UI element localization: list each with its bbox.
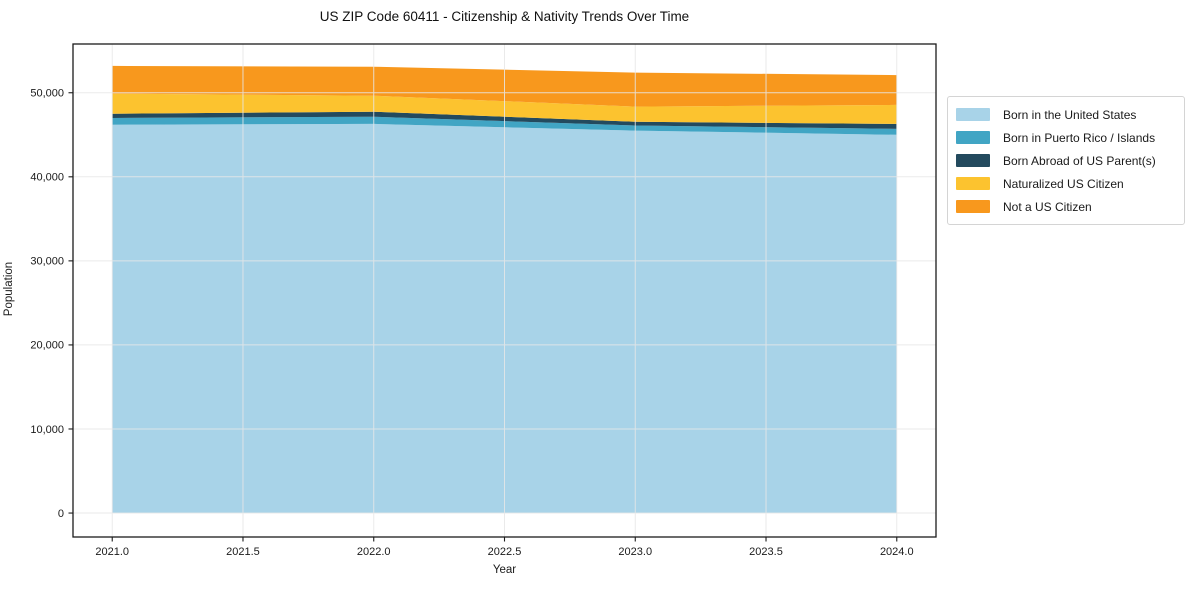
legend-swatch-icon (956, 108, 990, 121)
legend-label: Born in Puerto Rico / Islands (1003, 130, 1156, 145)
legend-item: Not a US Citizen (956, 195, 1176, 218)
legend-swatch-icon (956, 177, 990, 190)
legend-label: Not a US Citizen (1003, 199, 1092, 214)
legend-label: Born in the United States (1003, 107, 1137, 122)
y-tick-label: 30,000 (30, 256, 64, 268)
legend-label: Naturalized US Citizen (1003, 176, 1124, 191)
x-axis-label: Year (492, 564, 517, 576)
y-tick-label: 50,000 (30, 88, 64, 100)
legend-swatch-icon (956, 131, 990, 144)
legend-item: Naturalized US Citizen (956, 172, 1176, 195)
legend-item: Born Abroad of US Parent(s) (956, 149, 1176, 172)
x-tick-label: 2022.0 (357, 546, 391, 558)
legend-item: Born in Puerto Rico / Islands (956, 126, 1176, 149)
y-tick-label: 10,000 (30, 424, 64, 436)
x-tick-label: 2023.5 (749, 546, 783, 558)
gridlines (73, 44, 936, 537)
x-tick-label: 2023.0 (618, 546, 652, 558)
tick-labels: 2021.0 2021.5 2022.0 2022.5 2023.0 2023.5 2024… (30, 88, 913, 558)
x-tick-label: 2021.0 (95, 546, 129, 558)
y-tick-label: 0 (58, 508, 64, 520)
y-tick-label: 40,000 (30, 172, 64, 184)
legend-swatch-icon (956, 200, 990, 213)
y-tick-label: 20,000 (30, 340, 64, 352)
x-tick-label: 2022.5 (488, 546, 522, 558)
tick-marks (68, 92, 898, 542)
chart-title: US ZIP Code 60411 - Citizenship & Nativi… (319, 9, 690, 24)
legend-swatch-icon (956, 154, 990, 167)
legend: Born in the United States Born in Puerto … (947, 96, 1185, 225)
y-axis-label: Population (3, 261, 15, 317)
x-tick-label: 2024.0 (880, 546, 914, 558)
legend-label: Born Abroad of US Parent(s) (1003, 153, 1156, 168)
x-tick-label: 2021.5 (226, 546, 260, 558)
legend-item: Born in the United States (956, 103, 1176, 126)
